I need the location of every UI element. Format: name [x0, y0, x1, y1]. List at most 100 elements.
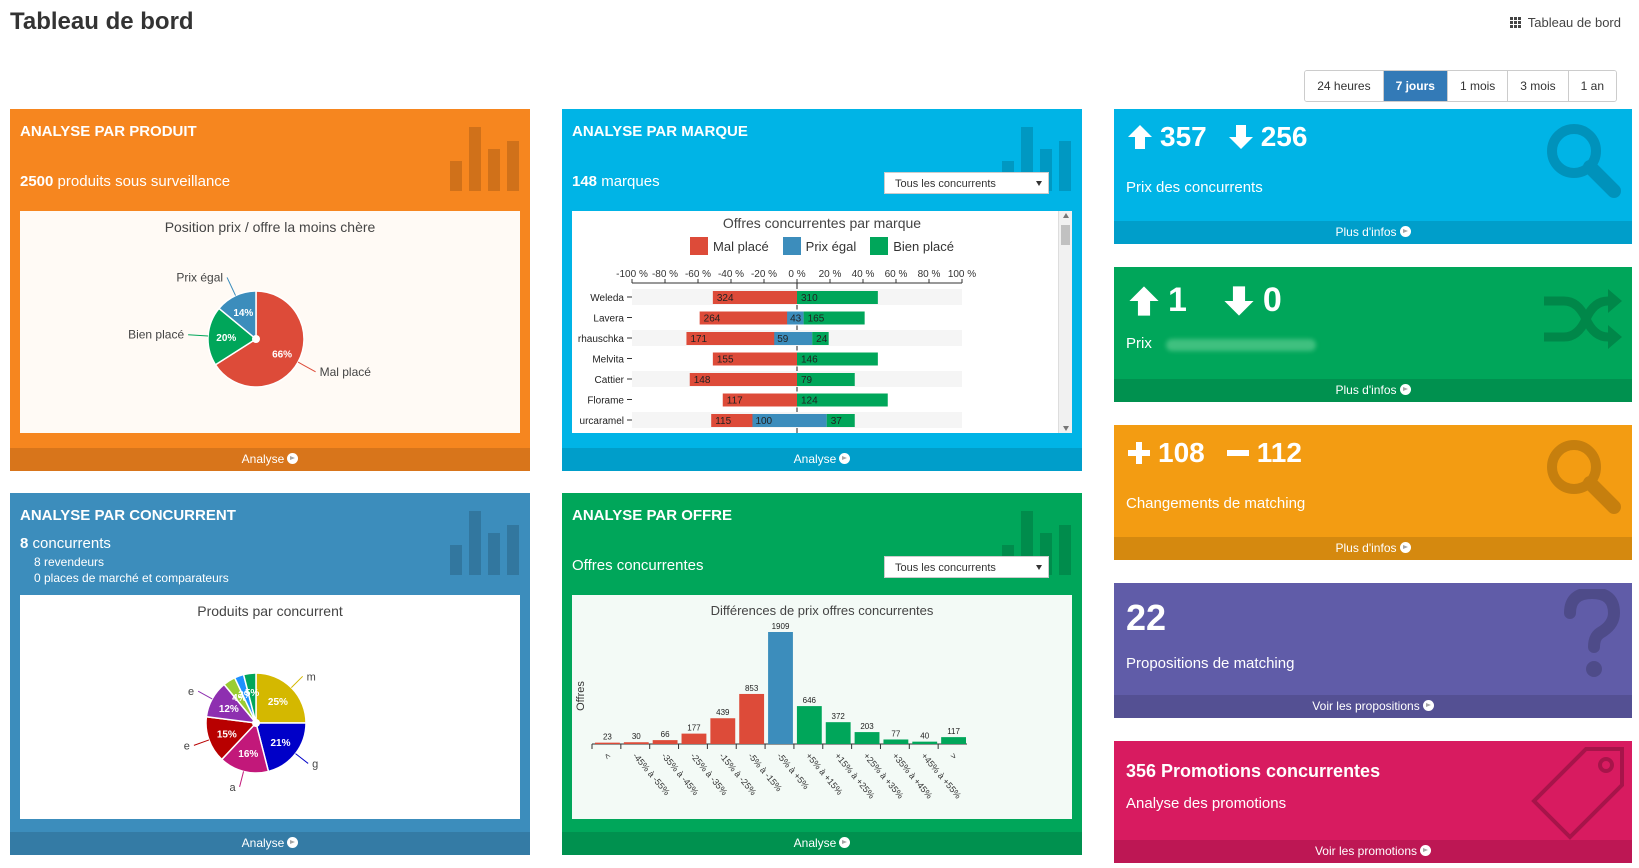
- arrow-circle-right-icon: [839, 837, 851, 848]
- histogram-bar: [825, 722, 851, 744]
- marque-analyse-link[interactable]: Analyse: [562, 448, 1082, 471]
- tile-promotions: 356 Promotions concurrentes Analyse des …: [1114, 741, 1632, 863]
- histogram-bar-label: 439: [716, 708, 730, 717]
- arrow-up-icon: [1128, 125, 1152, 149]
- concurrent-analyse-link[interactable]: Analyse: [10, 832, 530, 855]
- propositions-link[interactable]: Voir les propositions: [1114, 695, 1632, 718]
- shuffle-icon: [1544, 289, 1622, 349]
- produit-pie-chart: 66% Mal placé 20% Bien placé 14% Prix égal: [128, 270, 372, 388]
- panel-offre: ANALYSE PAR OFFRE Offres concurrentes To…: [562, 493, 1082, 855]
- pie-slice-label: 3%: [238, 690, 253, 701]
- range-24h-button[interactable]: 24 heures: [1305, 71, 1384, 101]
- marque-chart-scrollbar[interactable]: [1058, 211, 1072, 433]
- category-label: Cattier: [595, 375, 625, 386]
- pie-slice-label: 21%: [270, 738, 290, 749]
- bar-mal-place: [689, 373, 797, 386]
- histogram-bar-label: 117: [947, 727, 960, 736]
- pie-category-label: Mal placé: [320, 365, 372, 379]
- pie-center: [252, 335, 260, 343]
- promotions-title: 356 Promotions concurrentes: [1126, 761, 1381, 781]
- prix-label: Prix: [1126, 335, 1152, 352]
- histogram-bar-label: 1909: [772, 622, 790, 631]
- histogram-bar: [652, 740, 678, 744]
- page-title: Tableau de bord: [10, 8, 194, 35]
- panel-concurrent: ANALYSE PAR CONCURRENT 8 concurrents 8 r…: [10, 493, 530, 855]
- x-tick-label: 40 %: [852, 269, 875, 280]
- legend-prix-egal[interactable]: Prix égal: [782, 237, 856, 255]
- bar-prix-egal: [774, 332, 813, 345]
- bar-bien-place: [803, 311, 865, 325]
- pie-connector: [239, 771, 245, 788]
- breadcrumb[interactable]: Tableau de bord: [1509, 15, 1621, 30]
- histogram-bar: [883, 739, 909, 744]
- prix-concurrents-up: 357: [1160, 121, 1207, 152]
- category-label: Florame: [587, 396, 624, 407]
- promotions-link[interactable]: Voir les promotions: [1114, 840, 1632, 863]
- histogram-bar-label: 646: [803, 696, 817, 705]
- concurrent-chart-title: Produits par concurrent: [197, 603, 343, 619]
- category-label: Weleda: [590, 293, 624, 304]
- marque-chart-title: Offres concurrentes par marque: [722, 215, 922, 231]
- category-label: Lavera: [593, 314, 624, 325]
- pie-category-label: e: [188, 686, 194, 698]
- bar-chart-icon: [450, 127, 519, 191]
- bar-prix-egal-label: 100: [755, 416, 772, 427]
- panel-produit-header: ANALYSE PAR PRODUIT: [20, 123, 197, 140]
- prix-concurrents-more-link[interactable]: Plus d'infos: [1114, 221, 1632, 244]
- pie-slice-label: 15%: [217, 730, 237, 741]
- offre-chart-title: Différences de prix offres concurrentes: [710, 603, 934, 618]
- matching-more-link[interactable]: Plus d'infos: [1114, 537, 1632, 560]
- pie-connector: [226, 277, 237, 296]
- category-label: urcaramel: [580, 416, 624, 427]
- x-tick-label: -80 %: [652, 269, 678, 280]
- tile-prix-concurrents: 357 256 Prix des concurrents Plus d'info…: [1114, 109, 1632, 244]
- pie-slice-label: 4%: [232, 693, 247, 704]
- search-icon: [1547, 440, 1621, 514]
- bar-bien-place: [797, 291, 878, 304]
- pie-category-label: Prix égal: [176, 270, 223, 284]
- pie-category-label: g: [312, 758, 318, 770]
- pie-category-label: a: [229, 782, 236, 794]
- bar-prix-egal: [752, 414, 827, 427]
- bar-bien-place: [812, 332, 829, 345]
- prix-more-link[interactable]: Plus d'infos: [1114, 379, 1632, 402]
- marque-bar-chart: -100 % -80 % -60 % -40 % -20 % 0 % 20 % 40 % 60 …: [578, 269, 976, 433]
- question-icon: [1564, 589, 1621, 677]
- caret-down-icon: [1036, 181, 1042, 186]
- offre-competitor-select[interactable]: Tous les concurrents: [884, 556, 1049, 578]
- pie-slice: [242, 672, 257, 724]
- histogram-bar: [768, 632, 793, 744]
- prix-concurrents-values: 357 256: [1126, 121, 1327, 153]
- y-axis-label: Offres: [575, 681, 587, 711]
- range-1m-button[interactable]: 1 mois: [1447, 71, 1509, 101]
- dashboard-grid-icon: [1509, 16, 1522, 29]
- legend-mal-place[interactable]: Mal placé: [690, 237, 769, 255]
- pie-category-label: Bien placé: [128, 328, 184, 342]
- offre-analyse-link[interactable]: Analyse: [562, 832, 1082, 855]
- pie-slice-label: 16%: [238, 749, 258, 760]
- range-1y-button[interactable]: 1 an: [1568, 71, 1616, 101]
- bar-mal-place-label: 155: [717, 355, 734, 366]
- category-label: Melvita: [592, 355, 624, 366]
- x-tick-label: 100 %: [948, 269, 976, 280]
- marque-competitor-select[interactable]: Tous les concurrents: [884, 172, 1049, 194]
- range-7d-button[interactable]: 7 jours: [1383, 71, 1448, 101]
- bar-bien-place-label: 79: [801, 375, 813, 386]
- produit-analyse-link[interactable]: Analyse: [10, 448, 530, 471]
- concurrent-resellers: 8 revendeurs: [34, 555, 105, 569]
- tile-propositions: 22 Propositions de matching Voir les pro…: [1114, 583, 1632, 718]
- pie-slice-label: 20%: [216, 333, 236, 344]
- x-tick-label: -100 %: [616, 269, 648, 280]
- panel-marque: ANALYSE PAR MARQUE 148 marques Tous les …: [562, 109, 1082, 471]
- histogram-bar-label: 853: [745, 684, 759, 693]
- bar-mal-place: [686, 332, 797, 345]
- pie-slice: [207, 307, 258, 366]
- bar-mal-place-label: 117: [727, 396, 743, 407]
- range-3m-button[interactable]: 3 mois: [1508, 71, 1569, 101]
- legend-bien-place[interactable]: Bien placé: [870, 237, 954, 255]
- panel-offre-sub: Offres concurrentes: [572, 557, 704, 574]
- histogram-bar: [941, 737, 966, 744]
- x-tick-label: 80 %: [918, 269, 941, 280]
- produit-chart-card: Position prix / offre la moins chère 66%…: [20, 211, 520, 433]
- histogram-bar-label: 77: [891, 729, 900, 738]
